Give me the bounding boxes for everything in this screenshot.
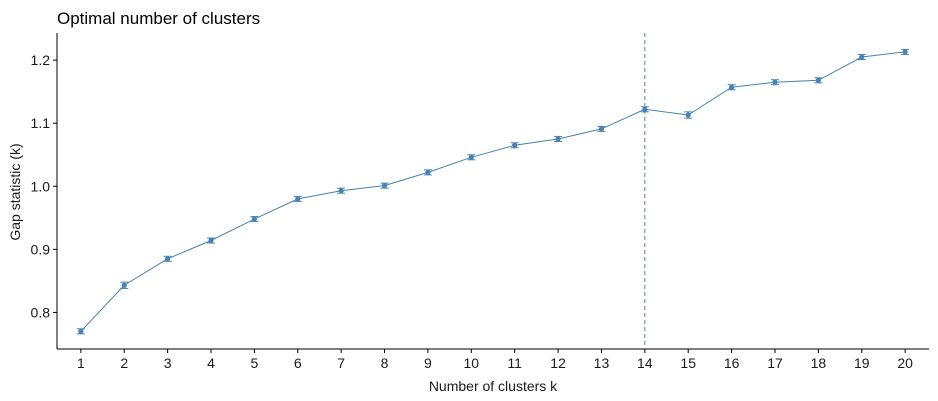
x-tick-label: 8 xyxy=(381,355,389,371)
data-point xyxy=(772,79,778,85)
data-point xyxy=(598,126,605,132)
data-point xyxy=(165,256,171,262)
data-point xyxy=(295,196,301,202)
x-tick-label: 11 xyxy=(507,355,522,371)
x-tick-label: 9 xyxy=(424,355,432,371)
x-tick-label: 2 xyxy=(120,355,128,371)
x-tick-label: 15 xyxy=(680,355,696,371)
plot-panel: 0.80.91.01.11.21 2 3 4 5 6 7 8 9 10 11 12 13 14 15 16 17… xyxy=(31,33,929,371)
x-tick-label: 13 xyxy=(594,355,610,371)
x-axis-title: Number of clusters k xyxy=(429,378,558,394)
chart-title: Optimal number of clusters xyxy=(57,9,260,28)
data-point xyxy=(78,328,84,334)
x-tick-label: 18 xyxy=(811,355,827,371)
gap-series-line xyxy=(80,51,906,332)
x-tick-label: 10 xyxy=(464,355,480,371)
data-point xyxy=(338,188,344,194)
x-tick-label: 16 xyxy=(724,355,740,371)
data-point xyxy=(425,169,431,175)
y-tick-label: 1.0 xyxy=(31,178,51,194)
y-tick-label: 0.8 xyxy=(31,304,51,320)
x-tick-label: 14 xyxy=(637,355,653,371)
x-tick-label: 3 xyxy=(164,355,172,371)
data-point xyxy=(555,136,561,142)
x-tick-label: 7 xyxy=(337,355,345,371)
y-axis-title: Gap statistic (k) xyxy=(7,143,23,240)
x-tick-label: 19 xyxy=(854,355,870,371)
x-tick-label: 1 xyxy=(77,355,85,371)
x-tick-label: 20 xyxy=(897,355,913,371)
data-point xyxy=(902,49,908,55)
y-tick-label: 0.9 xyxy=(31,241,51,257)
x-tick-label: 6 xyxy=(294,355,302,371)
y-tick-label: 1.2 xyxy=(31,52,51,68)
data-point xyxy=(468,154,474,160)
data-point xyxy=(729,84,735,90)
data-point xyxy=(208,237,214,244)
data-point xyxy=(121,282,127,288)
data-point xyxy=(642,106,648,112)
data-point xyxy=(512,142,518,148)
data-point xyxy=(251,216,257,222)
x-tick-label: 12 xyxy=(550,355,566,371)
x-tick-label: 4 xyxy=(207,355,215,371)
y-tick-label: 1.1 xyxy=(31,115,51,131)
x-tick-label: 5 xyxy=(250,355,258,371)
x-tick-label: 17 xyxy=(767,355,783,371)
data-point xyxy=(685,112,691,118)
data-point xyxy=(859,54,865,60)
data-point xyxy=(381,183,388,189)
data-point xyxy=(815,77,821,83)
